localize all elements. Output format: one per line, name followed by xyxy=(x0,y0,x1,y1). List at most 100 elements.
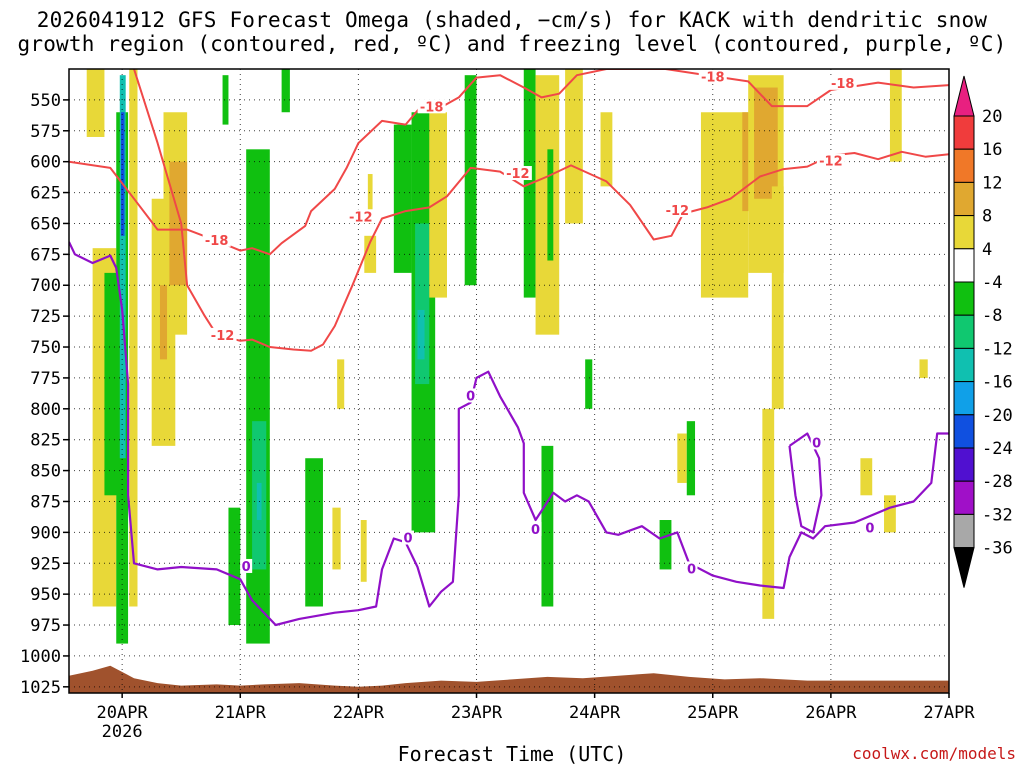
contour-label: -12 xyxy=(819,155,843,170)
omega-shading xyxy=(86,69,928,644)
colorbar-label: 8 xyxy=(982,207,992,227)
colorbar-label: -20 xyxy=(982,406,1013,426)
y-tick-label: 950 xyxy=(30,585,61,605)
contour-label-bg xyxy=(828,75,857,90)
contour-label-bg xyxy=(402,530,415,545)
y-tick-label: 675 xyxy=(30,245,61,265)
y-tick-label: 875 xyxy=(30,492,61,512)
colorbar-label: 20 xyxy=(982,107,1002,127)
x-tick-label: 25APR xyxy=(687,703,739,723)
x-tick-label: 23APR xyxy=(451,703,503,723)
y-tick-label: 725 xyxy=(30,307,61,327)
colorbar-label: 4 xyxy=(982,240,992,260)
contour-label-bg xyxy=(863,520,876,535)
colorbar-label: -16 xyxy=(982,373,1013,393)
contour-label: 0 xyxy=(242,560,251,575)
axes: 550 575 600 625 650 675 700 725 750 775 800 825 850 8… xyxy=(20,68,975,742)
colorbar-swatch xyxy=(953,181,975,217)
omega-cell xyxy=(889,69,902,162)
y-tick-label: 750 xyxy=(30,338,61,358)
colorbar-label: -24 xyxy=(982,439,1013,459)
contour-label-bg xyxy=(529,521,542,536)
x-tick-label: 27APR xyxy=(923,703,975,723)
omega-cell xyxy=(659,520,672,570)
omega-cell xyxy=(565,69,583,224)
colorbar-label: -8 xyxy=(982,306,1002,326)
y-tick-label: 825 xyxy=(30,431,61,451)
colorbar-label: -32 xyxy=(982,505,1013,525)
contour-label: -12 xyxy=(349,210,373,225)
y-tick-label: 650 xyxy=(30,214,61,234)
colorbar-swatch xyxy=(953,347,975,383)
contour-label-bg xyxy=(816,153,845,168)
y-tick-label: 900 xyxy=(30,523,61,543)
contour-label: 0 xyxy=(403,532,412,547)
x-tick-label: 22APR xyxy=(333,703,385,723)
omega-cell xyxy=(119,75,126,459)
omega-cell xyxy=(159,285,168,360)
colorbar-swatch xyxy=(953,215,975,250)
colorbar-swatch xyxy=(953,414,975,449)
contour-label: 0 xyxy=(865,522,874,537)
contour-label-bg xyxy=(698,69,727,84)
y-tick-label: 775 xyxy=(30,369,61,389)
colorbar-swatch xyxy=(953,513,975,549)
omega-cell xyxy=(700,112,749,298)
y-tick-label: 625 xyxy=(30,184,61,204)
colorbar-swatch xyxy=(953,148,975,183)
contour-label-bg xyxy=(503,166,532,181)
colorbar-label: 12 xyxy=(982,173,1002,193)
omega-cell xyxy=(281,69,290,113)
x-year-label: 2026 xyxy=(102,722,143,742)
contour-label: -18 xyxy=(205,234,229,249)
omega-cell xyxy=(129,69,138,607)
contour-label: 0 xyxy=(687,562,696,577)
contour-minus-12 xyxy=(133,69,949,352)
omega-cell xyxy=(360,520,367,582)
site-credit: coolwx.com/models xyxy=(852,744,1016,763)
colorbar-top-triangle xyxy=(953,75,975,117)
colorbar-swatch xyxy=(953,480,975,515)
omega-cell xyxy=(919,359,928,378)
omega-cell xyxy=(393,124,412,273)
omega-cell xyxy=(860,458,873,496)
x-tick-label: 20APR xyxy=(97,703,149,723)
omega-cell xyxy=(417,309,425,360)
contour-label: -12 xyxy=(666,204,690,219)
colorbar-swatch xyxy=(953,281,975,316)
omega-cell xyxy=(677,433,687,483)
omega-cell xyxy=(585,359,593,409)
y-tick-label: 800 xyxy=(30,400,61,420)
omega-cell xyxy=(415,223,430,385)
omega-cell xyxy=(771,186,784,409)
contour-label-bg xyxy=(240,558,253,573)
x-tick-label: 26APR xyxy=(805,703,857,723)
contour-label-bg xyxy=(810,435,823,450)
y-tick-label: 850 xyxy=(30,462,61,482)
colorbar-swatch xyxy=(953,115,975,150)
y-tick-label: 700 xyxy=(30,276,61,296)
colorbar-swatch xyxy=(953,248,975,283)
omega-cell xyxy=(429,112,447,298)
terrain-fill xyxy=(69,665,949,693)
omega-cell xyxy=(541,445,554,607)
omega-cell xyxy=(86,69,105,137)
omega-cell xyxy=(337,359,345,409)
colorbar-label: -36 xyxy=(982,539,1013,559)
x-axis-title: Forecast Time (UTC) xyxy=(397,742,627,766)
colorbar-bottom-triangle xyxy=(953,547,975,588)
omega-cell xyxy=(754,87,778,199)
colorbar: 20 16 12 8 4 -4 -8 -12 -16 -20 -24 -28 -32 -36 xyxy=(953,75,1013,588)
y-tick-label: 575 xyxy=(30,122,61,142)
contour-labels: -18 -18 -18 -18 -12 -12 -12 -12 -12 0 0 0 0 0 0 0 xyxy=(202,69,876,577)
contour-label: -18 xyxy=(420,100,444,115)
contour-label-bg xyxy=(346,209,375,224)
contour-label: -12 xyxy=(506,167,530,182)
colorbar-label: -12 xyxy=(982,339,1013,359)
omega-cell xyxy=(686,421,696,496)
omega-cell xyxy=(228,507,241,626)
contour-freezing-level xyxy=(69,241,949,627)
colorbar-swatch xyxy=(953,314,975,349)
contour-label: 0 xyxy=(466,389,475,404)
omega-cell xyxy=(364,235,377,273)
